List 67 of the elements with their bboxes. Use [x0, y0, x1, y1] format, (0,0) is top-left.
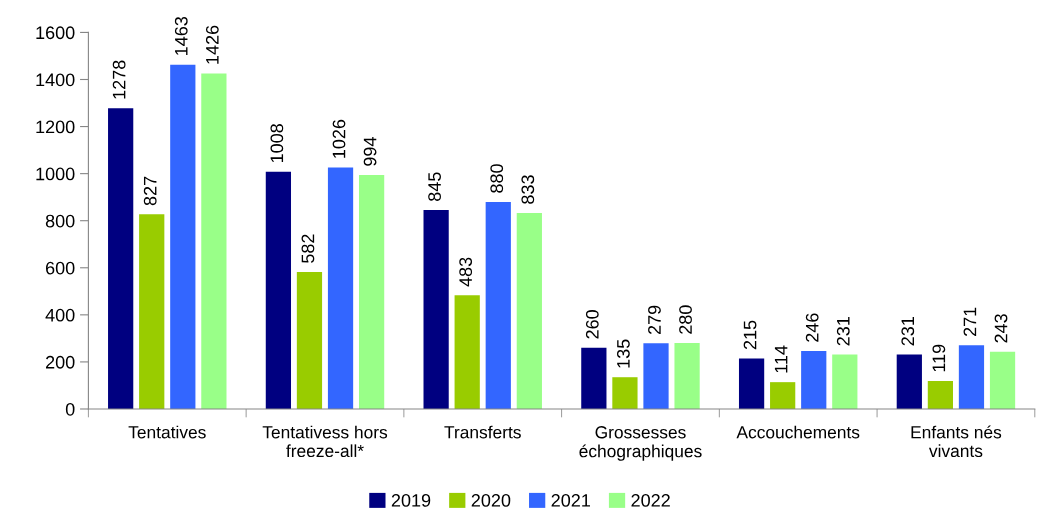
- data-label: 279: [648, 305, 661, 335]
- data-label: 231: [836, 317, 850, 346]
- bar: [485, 201, 511, 409]
- y-tick-label: 1400: [36, 73, 75, 87]
- data-label: 833: [521, 175, 535, 204]
- bar: [738, 358, 765, 409]
- data-label: 231: [901, 317, 915, 346]
- data-label: 135: [616, 339, 630, 368]
- x-tick-label: Accouchements: [736, 425, 860, 439]
- x-tick-label: Transferts: [444, 425, 521, 439]
- data-label: 1008: [270, 124, 284, 163]
- data-label: 827: [143, 176, 157, 206]
- bar: [454, 295, 480, 409]
- legend-label: 2020: [471, 494, 511, 507]
- data-label: 994: [363, 137, 377, 166]
- data-label: 280: [679, 305, 692, 334]
- legend-label: 2021: [551, 494, 590, 507]
- bar: [201, 73, 227, 409]
- bar: [674, 343, 700, 409]
- bar: [896, 354, 922, 409]
- y-tick-label: 0: [65, 402, 75, 416]
- bar: [958, 345, 985, 409]
- bar: [170, 64, 196, 409]
- y-tick-label: 200: [45, 355, 75, 369]
- data-label: 114: [774, 345, 788, 373]
- data-label: 845: [428, 172, 441, 201]
- data-label: 1278: [112, 60, 126, 99]
- data-label: 1026: [332, 119, 346, 158]
- legend-label: 2022: [631, 494, 670, 507]
- bar: [989, 351, 1016, 409]
- bar: [770, 382, 796, 409]
- data-label: 582: [301, 234, 315, 263]
- y-tick-label: 1600: [36, 26, 75, 40]
- data-label: 880: [490, 164, 504, 193]
- bar: [612, 377, 638, 409]
- data-label: 1463: [174, 16, 188, 55]
- data-label: 1426: [205, 25, 219, 64]
- y-tick-label: 600: [46, 261, 75, 275]
- y-tick-label: 800: [45, 214, 75, 228]
- x-tick-label: Grossesses échographiques: [579, 426, 702, 461]
- data-label: 246: [805, 313, 819, 342]
- bar: [927, 380, 954, 409]
- bar: [516, 212, 542, 409]
- data-label: 215: [743, 320, 757, 350]
- data-label: 243: [994, 314, 1008, 343]
- bar: [296, 272, 323, 409]
- bar: [643, 343, 669, 409]
- bar: [832, 354, 858, 409]
- legend-label: 2019: [391, 494, 431, 507]
- x-tick-label: Tentatives: [128, 425, 206, 439]
- data-label: 271: [963, 307, 977, 336]
- data-label: 260: [585, 310, 599, 339]
- bar: [265, 171, 292, 409]
- bar: [139, 214, 165, 409]
- x-tick-label: Tentativess hors freeze-all*: [262, 425, 388, 458]
- bar: [358, 175, 385, 409]
- y-tick-label: 400: [45, 308, 75, 322]
- x-tick-label: Enfants nés vivants: [911, 425, 1002, 458]
- y-tick-label: 1000: [36, 167, 75, 181]
- bar: [581, 347, 607, 409]
- y-tick-label: 1200: [36, 120, 75, 134]
- bar: [327, 167, 354, 409]
- bar: [423, 210, 449, 409]
- bar: [801, 351, 827, 409]
- bar: [108, 108, 134, 409]
- data-label: 483: [459, 257, 473, 287]
- data-label: 119: [932, 344, 946, 372]
